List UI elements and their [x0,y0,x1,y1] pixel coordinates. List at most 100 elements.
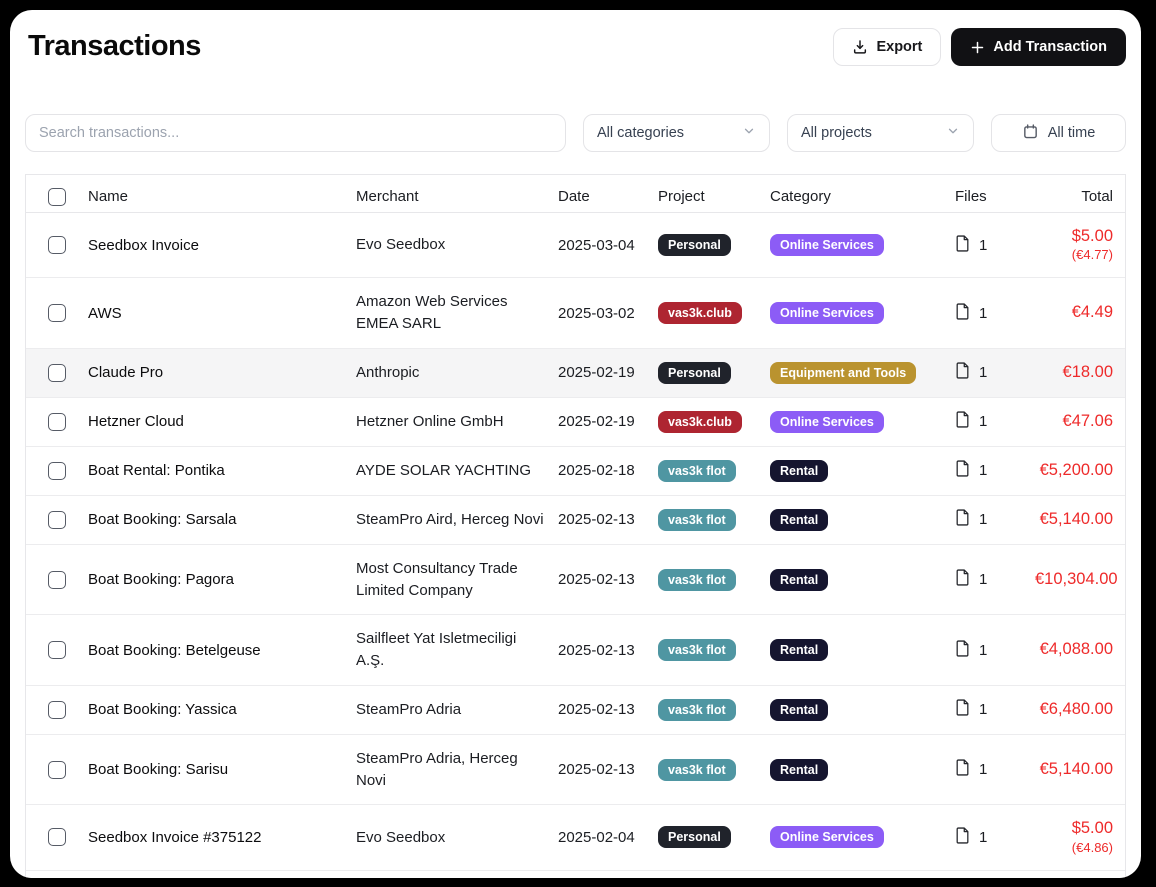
table-row[interactable]: Hetzner Cloud Hetzner Online GmbH 2025-0… [26,397,1125,447]
export-button[interactable]: Export [833,28,942,66]
transaction-total: €4.49 [1035,289,1125,336]
table-row[interactable]: Seedbox Invoice #375122 Evo Seedbox 2025… [26,805,1125,871]
project-cell: Personal [658,221,770,269]
row-checkbox[interactable] [48,304,66,323]
table-row[interactable]: Boat Rental: Pontika AYDE SOLAR YACHTING… [26,446,1125,496]
row-checkbox[interactable] [48,363,66,382]
chevron-down-icon [946,124,960,142]
transaction-date: 2025-03-02 [558,304,635,322]
transaction-total: €5,200.00 [1035,447,1125,494]
add-transaction-button[interactable]: Add Transaction [951,28,1126,66]
row-checkbox[interactable] [48,412,66,431]
row-checkbox-cell [26,412,88,431]
files-count: 1 [979,641,988,659]
files-cell: 1 [955,746,1035,793]
files-count: 1 [979,236,988,254]
row-checkbox[interactable] [48,760,66,779]
transaction-total: €4,088.00 [1035,626,1125,673]
files-count: 1 [979,571,988,589]
category-badge: Rental [770,459,829,482]
total-amount: €10,304.00 [1035,569,1118,588]
transaction-name: Seedbox Invoice #375122 [88,828,262,846]
row-checkbox[interactable] [48,641,66,660]
project-badge: vas3k flot [658,568,736,591]
category-badge: Online Services [770,302,884,325]
projects-select[interactable]: All projects [787,114,974,152]
document-icon [955,569,970,590]
files-count: 1 [979,364,988,382]
row-checkbox[interactable] [48,236,66,255]
transaction-name: Boat Rental: Pontika [88,462,225,480]
column-header-project: Project [658,188,705,205]
table-row[interactable]: Boat Booking: Betelgeuse Sailfleet Yat I… [26,615,1125,686]
transactions-page: Transactions Export Add Transaction [10,10,1141,878]
transaction-total: $5.00 (€4.86) [1035,805,1125,869]
transaction-total: €5,140.00 [1035,496,1125,543]
category-cell: Rental [770,626,955,674]
search-input[interactable] [25,114,566,152]
select-all-checkbox[interactable] [48,187,66,206]
table-row[interactable]: Boat Booking: Sarsala SteamPro Aird, Her… [26,495,1125,545]
header-actions: Export Add Transaction [833,28,1126,66]
row-checkbox[interactable] [48,828,66,847]
table-row[interactable]: AWS Amazon Web Services EMEA SARL 2025-0… [26,870,1125,878]
transaction-total: €47.06 [1035,398,1125,445]
category-badge: Rental [770,758,829,781]
row-checkbox[interactable] [48,461,66,480]
document-icon [955,411,970,432]
category-cell: Rental [770,556,955,604]
table-row[interactable]: Claude Pro Anthropic 2025-02-19 Personal… [26,348,1125,398]
row-checkbox[interactable] [48,510,66,529]
add-transaction-label: Add Transaction [993,39,1107,55]
column-header-total: Total [1081,188,1113,205]
total-amount: $5.00 [1071,819,1113,838]
table-row[interactable]: Boat Booking: Sarisu SteamPro Adria, Her… [26,734,1125,806]
transaction-total: €5,140.00 [1035,746,1125,793]
files-count: 1 [979,761,988,779]
transaction-merchant: SteamPro Adria [356,700,462,718]
categories-select[interactable]: All categories [583,114,770,152]
chevron-down-icon [742,124,756,142]
date-range-button[interactable]: All time [991,114,1126,152]
transaction-merchant: SteamPro Adria, Herceg Novi [356,749,518,789]
document-icon [955,362,970,383]
total-amount: €4.49 [1071,303,1113,322]
transaction-merchant: Amazon Web Services EMEA SARL [356,293,508,333]
row-checkbox[interactable] [48,570,66,589]
row-checkbox-cell [26,641,88,660]
column-header-name: Name [88,188,129,205]
row-checkbox[interactable] [48,700,66,719]
row-checkbox-cell [26,510,88,529]
table-row[interactable]: Boat Booking: Pagora Most Consultancy Tr… [26,544,1125,616]
projects-select-value: All projects [801,125,872,141]
category-cell: Online Services [770,289,955,337]
project-cell: vas3k flot [658,686,770,734]
table-row[interactable]: Boat Booking: Yassica SteamPro Adria 202… [26,685,1125,735]
total-amount: $5.00 [1071,227,1113,245]
category-cell: Online Services [770,398,955,446]
category-cell: Rental [770,447,955,495]
transaction-date: 2025-02-13 [558,761,635,779]
project-badge: vas3k.club [658,302,742,325]
project-cell: vas3k flot [658,447,770,495]
files-count: 1 [979,304,988,322]
table-row[interactable]: AWS Amazon Web Services EMEA SARL 2025-0… [26,278,1125,349]
transaction-merchant: AYDE SOLAR YACHTING [356,461,532,479]
document-icon [955,235,970,256]
transaction-merchant: Most Consultancy Trade Limited Company [356,559,518,599]
table-row[interactable]: Seedbox Invoice Evo Seedbox 2025-03-04 P… [26,213,1125,279]
category-badge: Rental [770,568,829,591]
transaction-name: Boat Booking: Betelgeuse [88,641,261,659]
column-header-date: Date [558,188,590,205]
files-cell: 1 [955,222,1035,269]
total-amount: €5,200.00 [1039,461,1113,480]
category-badge: Online Services [770,234,884,257]
files-cell: 1 [955,686,1035,733]
category-cell: Rental [770,496,955,544]
total-amount: €5,140.00 [1039,759,1113,778]
files-cell: 1 [955,447,1035,494]
total-amount: €4,088.00 [1039,640,1113,659]
transaction-total: €10,304.00 [1035,556,1130,603]
row-checkbox-cell [26,828,88,847]
total-amount: €5,140.00 [1039,510,1113,529]
